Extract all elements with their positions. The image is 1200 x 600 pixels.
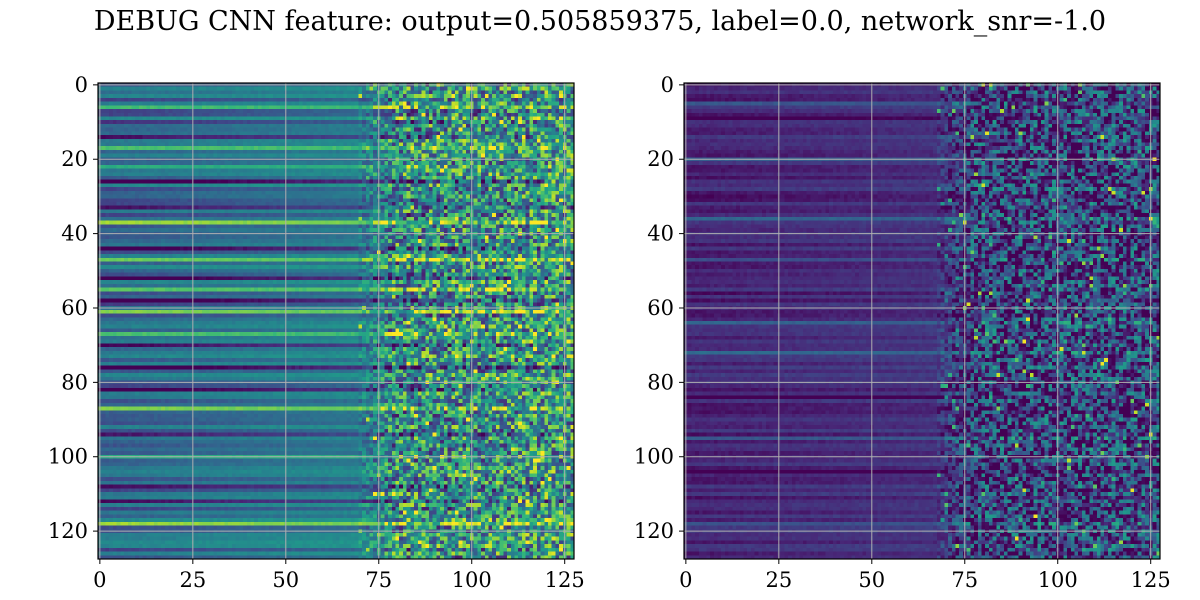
y-tick-label: 100 <box>48 445 88 469</box>
x-tick-label: 75 <box>365 568 392 592</box>
y-tick-label: 0 <box>661 73 674 97</box>
x-tick-label: 25 <box>765 568 792 592</box>
heatmap-image <box>98 83 574 559</box>
y-tick-label: 80 <box>647 370 674 394</box>
heatmap-panel-right: 0 25 50 75 100 125 0 20 40 60 80 100 120 <box>634 73 1171 592</box>
y-tick-label: 20 <box>61 147 88 171</box>
x-tick-label: 50 <box>272 568 299 592</box>
y-tick-label: 100 <box>634 445 674 469</box>
x-tick-label: 75 <box>951 568 978 592</box>
y-tick-label: 80 <box>61 370 88 394</box>
y-tick-label: 60 <box>61 296 88 320</box>
figure-title: DEBUG CNN feature: output=0.505859375, l… <box>93 6 1107 37</box>
x-tick-label: 100 <box>1038 568 1078 592</box>
y-tick-label: 60 <box>647 296 674 320</box>
heatmap-image <box>684 83 1160 559</box>
axes-frame <box>683 82 1161 560</box>
heatmap-panel-left: 0 25 50 75 100 125 0 20 40 60 80 100 120 <box>48 73 585 592</box>
x-tick-label: 0 <box>93 568 106 592</box>
x-tick-label: 25 <box>179 568 206 592</box>
y-tick-label: 120 <box>48 519 88 543</box>
y-tick-label: 40 <box>61 222 88 246</box>
x-tick-label: 50 <box>858 568 885 592</box>
y-tick-label: 40 <box>647 222 674 246</box>
x-tick-label: 100 <box>452 568 492 592</box>
y-tick-label: 0 <box>75 73 88 97</box>
y-tick-label: 20 <box>647 147 674 171</box>
y-tick-label: 120 <box>634 519 674 543</box>
x-tick-label: 125 <box>1131 568 1171 592</box>
x-tick-label: 125 <box>545 568 585 592</box>
x-tick-label: 0 <box>679 568 692 592</box>
axes-frame <box>97 82 575 560</box>
